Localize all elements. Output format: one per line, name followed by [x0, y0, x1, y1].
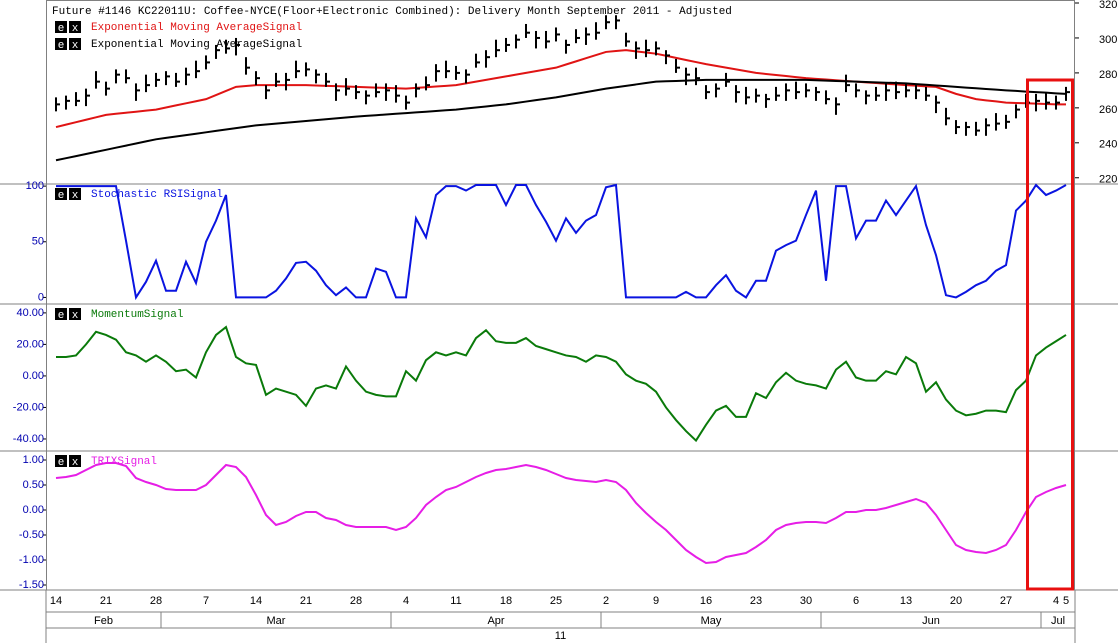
legend-button-label: e: [58, 310, 65, 322]
legend-entry: MomentumSignal: [91, 309, 183, 321]
legend-button-label: x: [72, 457, 79, 469]
y-tick-label: -40.00: [13, 433, 44, 445]
y-tick-label: 220: [1099, 174, 1117, 186]
highlight-box: [1026, 78, 1074, 591]
x-tick-label: 4: [1053, 595, 1059, 607]
x-tick-label: 25: [550, 595, 562, 607]
x-tick-label: 30: [800, 595, 812, 607]
legend-entry: Exponential Moving AverageSignal: [91, 39, 302, 51]
x-tick-label: 23: [750, 595, 762, 607]
y-tick-label: 280: [1099, 69, 1117, 81]
y-tick-label: 20.00: [16, 338, 44, 350]
y-tick-label: -20.00: [13, 401, 44, 413]
legend-button: [55, 308, 67, 320]
legend-button: [69, 308, 81, 320]
legend-button-label: e: [58, 40, 65, 52]
month-label: Jul: [1051, 615, 1065, 627]
month-label: Apr: [487, 615, 504, 627]
x-tick-label: 5: [1063, 595, 1069, 607]
y-tick-label: 0.00: [23, 370, 44, 382]
y-tick-label: 0: [38, 291, 44, 303]
x-tick-label: 2: [603, 595, 609, 607]
legend-button-label: x: [72, 190, 79, 202]
legend-entry: Stochastic RSISignal: [91, 189, 223, 201]
legend-button: [69, 21, 81, 33]
month-label: Mar: [267, 615, 286, 627]
x-tick-label: 9: [653, 595, 659, 607]
legend-button: [55, 455, 67, 467]
legend-button: [55, 188, 67, 200]
legend-entry: TRIXSignal: [91, 456, 157, 468]
month-label: Feb: [94, 615, 113, 627]
x-tick-label: 7: [203, 595, 209, 607]
x-tick-label: 4: [403, 595, 409, 607]
y-tick-label: -0.50: [19, 529, 44, 541]
legend-button: [69, 38, 81, 50]
year-label: 11: [555, 630, 566, 642]
series-line: [55, 462, 1067, 565]
y-tick-label: 1.00: [23, 454, 44, 466]
x-tick-label: 27: [1000, 595, 1012, 607]
y-tick-label: 320: [1099, 0, 1117, 11]
y-tick-label: 40.00: [16, 307, 44, 319]
x-tick-label: 16: [700, 595, 712, 607]
legend-button-label: e: [58, 457, 65, 469]
y-tick-label: -1.00: [19, 554, 44, 566]
legend-button-label: x: [72, 310, 79, 322]
x-tick-label: 13: [900, 595, 912, 607]
chart-title: Future #1146 KC22011U: Coffee-NYCE(Floor…: [52, 6, 732, 18]
legend-button: [55, 21, 67, 33]
series-line: [55, 49, 1066, 129]
legend-button-label: x: [72, 40, 79, 52]
y-tick-label: 240: [1099, 139, 1117, 151]
x-tick-label: 21: [100, 595, 112, 607]
x-tick-label: 6: [853, 595, 859, 607]
legend-button: [69, 455, 81, 467]
y-tick-label: 300: [1099, 34, 1117, 46]
x-tick-label: 11: [450, 595, 461, 607]
month-label: May: [701, 615, 722, 627]
x-tick-label: 14: [250, 595, 262, 607]
series-line: [55, 78, 1067, 162]
x-tick-label: 21: [300, 595, 312, 607]
x-tick-label: 20: [950, 595, 962, 607]
series-line: [56, 183, 1067, 301]
legend-entry: Exponential Moving AverageSignal: [91, 22, 302, 34]
legend-button: [69, 188, 81, 200]
legend-button-label: e: [58, 23, 65, 35]
y-tick-label: 260: [1099, 104, 1117, 116]
x-tick-label: 28: [350, 595, 362, 607]
y-tick-label: -1.50: [19, 579, 44, 591]
x-tick-label: 28: [150, 595, 162, 607]
y-tick-label: 0.00: [23, 504, 44, 516]
legend-button: [55, 38, 67, 50]
y-tick-label: 100: [26, 180, 44, 192]
legend-button-label: e: [58, 190, 65, 202]
legend-button-label: x: [72, 23, 79, 35]
series-line: [56, 325, 1067, 443]
month-label: Jun: [922, 615, 940, 627]
y-tick-label: 0.50: [23, 479, 44, 491]
y-tick-label: 50: [32, 236, 44, 248]
x-tick-label: 14: [50, 595, 62, 607]
x-tick-label: 18: [500, 595, 512, 607]
